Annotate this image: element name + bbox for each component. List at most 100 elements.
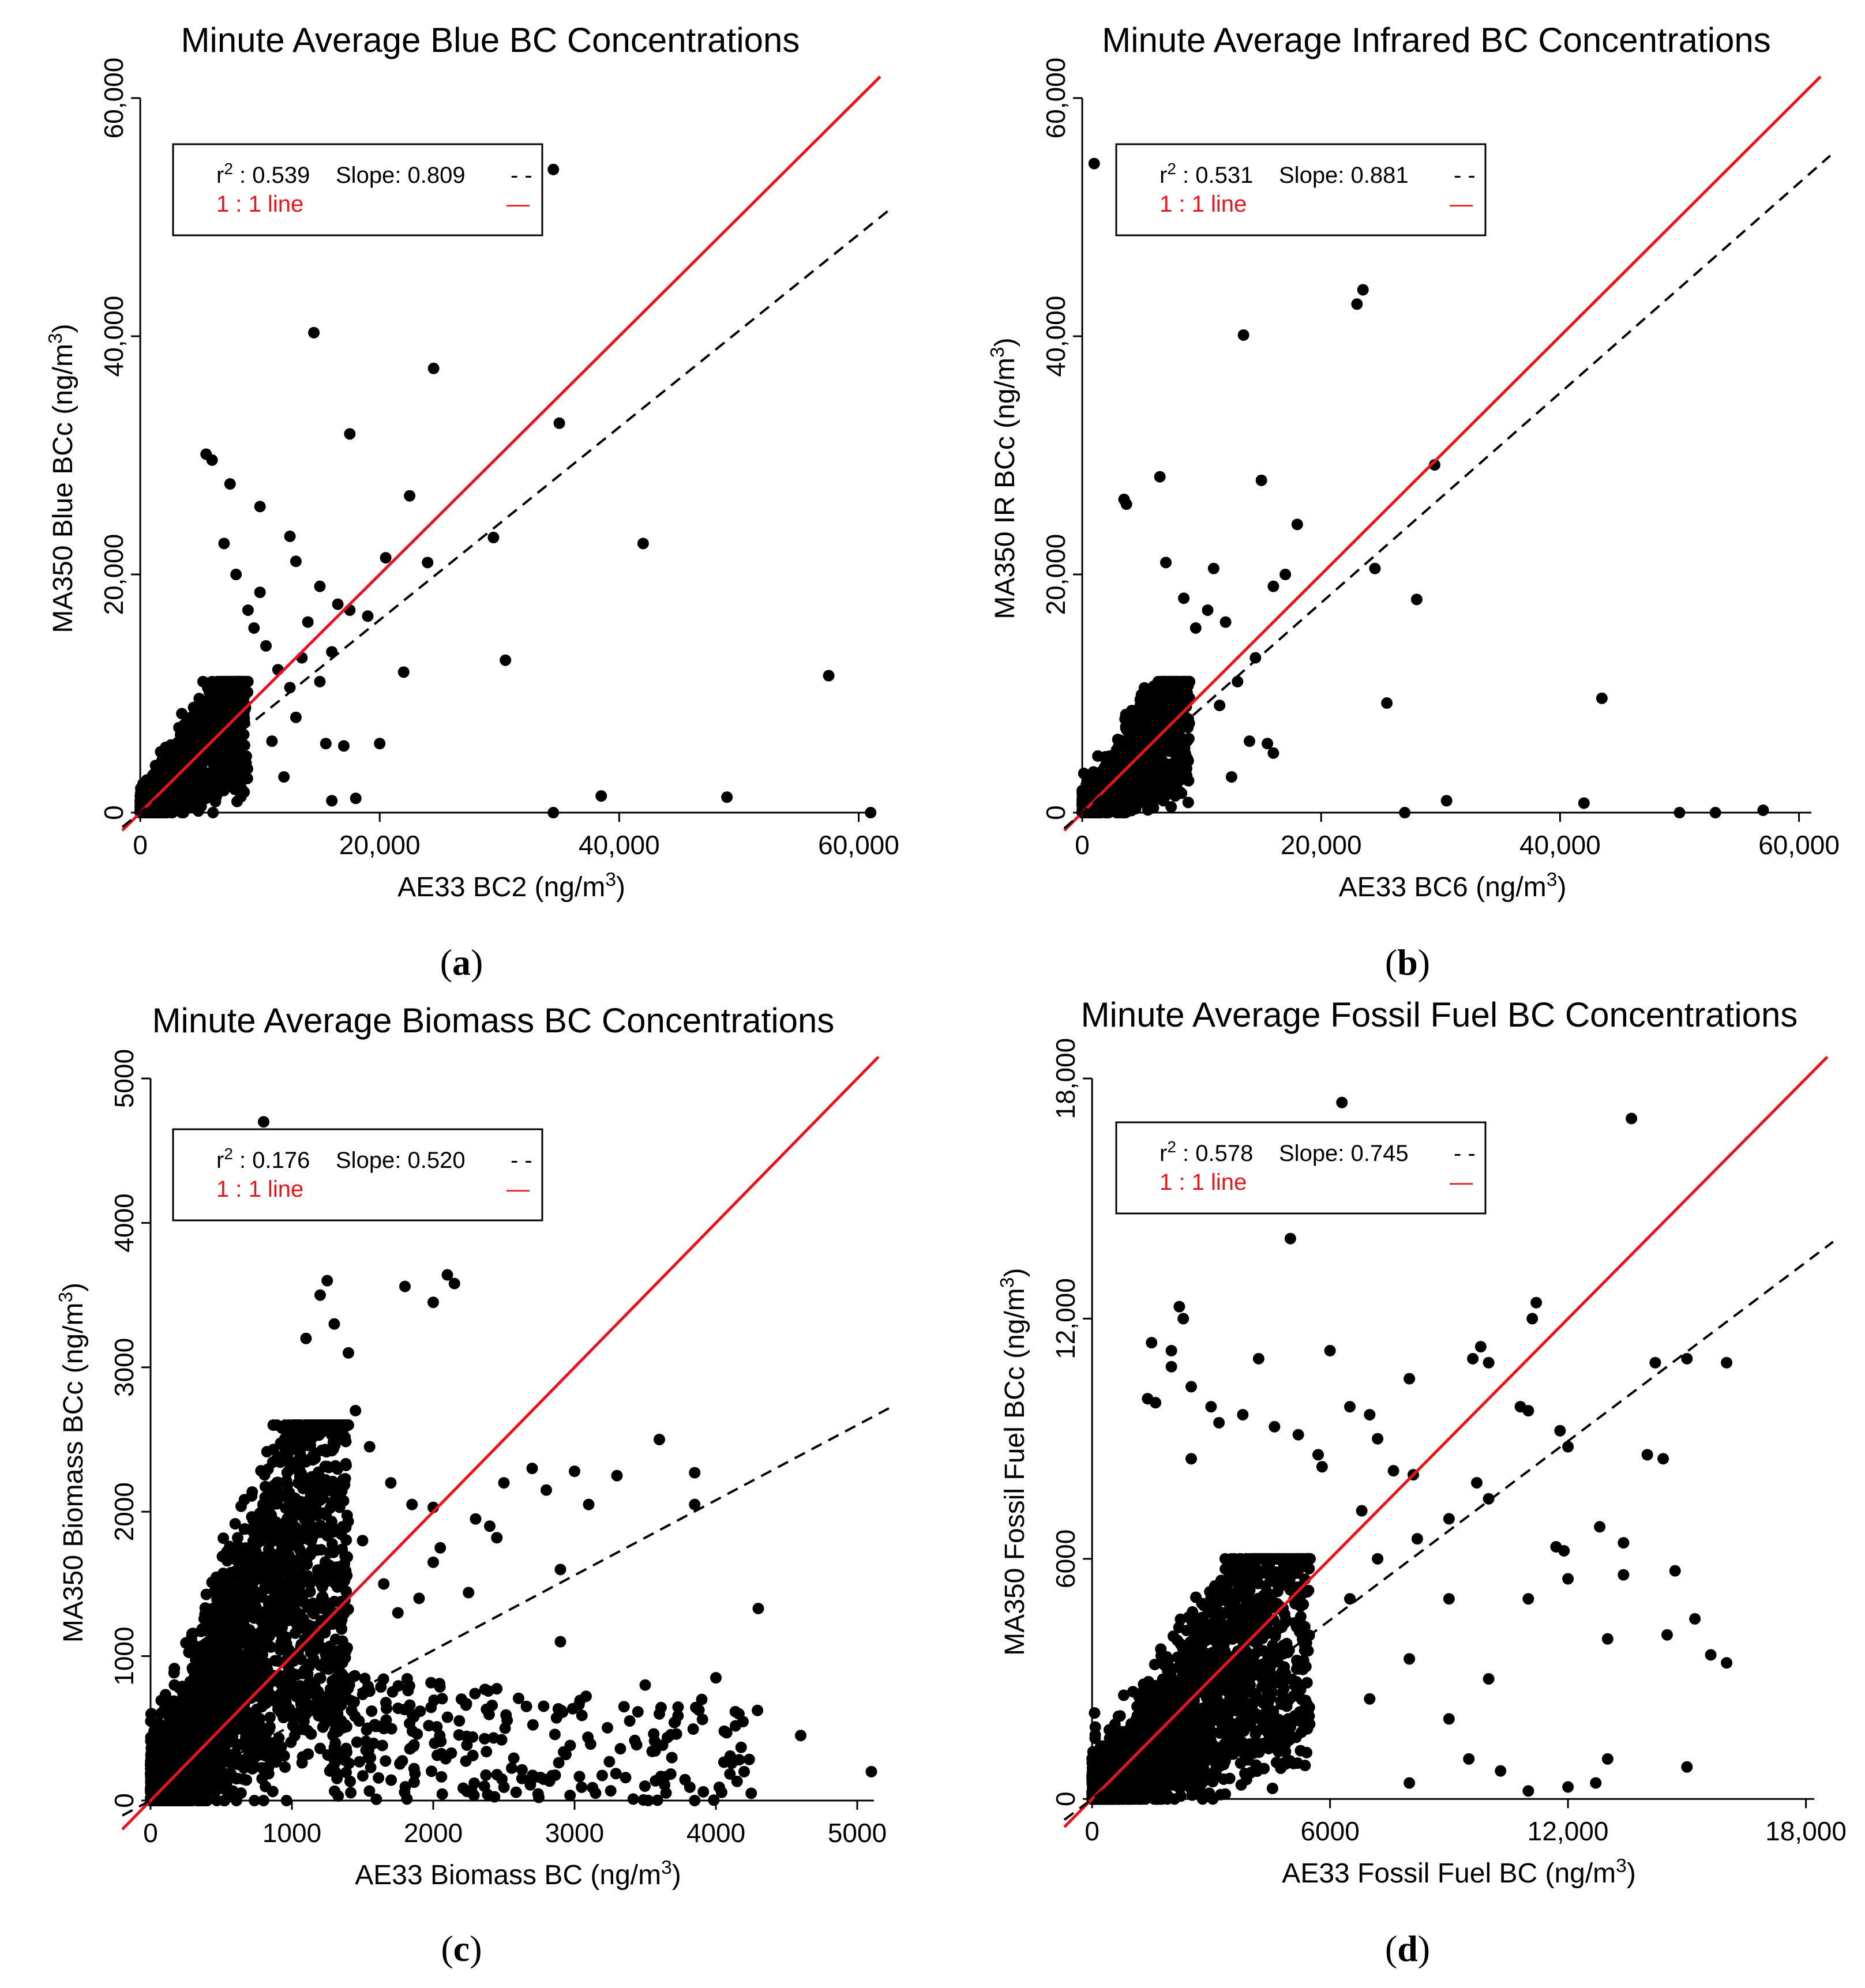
data-point [547, 807, 560, 819]
data-point [865, 807, 877, 819]
data-point [200, 448, 212, 460]
data-point [229, 1518, 241, 1530]
chart-title: Minute Average Biomass BC Concentrations [152, 1001, 835, 1040]
data-point [1182, 796, 1194, 809]
data-point [190, 717, 202, 729]
data-point [1184, 675, 1196, 687]
data-point [1219, 616, 1232, 628]
data-point [1154, 471, 1166, 483]
data-point [207, 806, 219, 818]
x-tick-label: 60,000 [818, 830, 899, 860]
data-point [249, 1794, 261, 1806]
data-point [1179, 742, 1191, 754]
data-point [1172, 683, 1184, 696]
y-tick-label: 3000 [109, 1338, 139, 1397]
data-point [308, 326, 320, 339]
data-point [204, 703, 216, 715]
data-point [1189, 622, 1202, 634]
legend-box [172, 143, 543, 236]
data-point [327, 1475, 339, 1487]
data-point [1178, 592, 1190, 604]
chart-title: Minute Average Infrared BC Concentration… [1102, 21, 1771, 59]
data-point [192, 767, 204, 779]
data-point [1161, 765, 1173, 777]
data-point [200, 792, 212, 805]
identity-line [121, 76, 881, 832]
legend-identity-symbol: — [506, 191, 530, 217]
data-point [276, 1622, 288, 1634]
data-point [1088, 157, 1100, 170]
y-tick-label: 4000 [109, 1193, 139, 1252]
data-point [317, 1591, 329, 1603]
data-point [326, 795, 338, 807]
legend: r2 : 0.531 Slope: 0.881- -1 : 1 line — [1115, 143, 1487, 236]
data-point [260, 640, 272, 652]
data-point [203, 730, 215, 742]
data-point [156, 764, 168, 776]
x-tick-label: 2000 [404, 1818, 463, 1848]
data-point [1381, 697, 1393, 709]
data-point [1357, 284, 1369, 296]
panel-caption: (a) [440, 942, 483, 983]
data-point [141, 786, 153, 798]
data-point [220, 758, 232, 771]
data-point [230, 569, 242, 581]
data-point [254, 501, 266, 513]
legend-fit-symbol: - - [511, 163, 532, 188]
legend-slope: Slope: 0.881 [1279, 163, 1409, 188]
data-point [1117, 788, 1129, 801]
data-point [219, 700, 231, 712]
data-point [254, 586, 266, 598]
data-point [1255, 474, 1267, 486]
legend-identity-label: 1 : 1 line [1159, 191, 1247, 217]
data-point [1147, 802, 1159, 814]
data-point [272, 1530, 284, 1542]
y-tick-label: 2000 [109, 1482, 139, 1541]
y-tick-label: 1000 [109, 1626, 139, 1685]
data-point [1164, 743, 1176, 756]
data-point [1165, 801, 1177, 813]
x-tick-label: 1000 [262, 1818, 321, 1848]
data-point [1160, 557, 1172, 569]
data-point [262, 1543, 275, 1555]
data-point [193, 698, 205, 711]
data-point [218, 538, 230, 550]
data-point [1369, 562, 1381, 574]
data-point [1158, 677, 1170, 689]
data-point [1291, 518, 1303, 531]
data-point [1351, 298, 1363, 310]
data-point [1178, 695, 1190, 707]
y-tick-label: 0 [109, 1793, 139, 1808]
data-point [238, 675, 250, 687]
data-point [1399, 807, 1411, 819]
y-tick-label: 20,000 [99, 534, 129, 615]
data-point [1225, 771, 1237, 783]
data-point [1128, 713, 1140, 726]
data-point [1243, 735, 1255, 747]
data-point [193, 735, 205, 747]
data-point [209, 795, 222, 807]
data-point [374, 738, 386, 750]
data-point [159, 747, 171, 759]
x-tick-label: 20,000 [1281, 830, 1362, 860]
panel-caption: (b) [1385, 942, 1430, 983]
data-point [721, 791, 733, 803]
data-point [823, 670, 835, 682]
x-axis-label: AE33 BC2 (ng/m3) [397, 869, 625, 903]
data-point [314, 580, 326, 592]
scatter-points [145, 1116, 877, 1806]
data-point [192, 805, 204, 817]
data-point [170, 787, 182, 799]
data-point [266, 735, 278, 747]
data-point [341, 1509, 353, 1521]
legend-slope: Slope: 0.809 [336, 163, 466, 188]
x-tick-label: 5000 [828, 1818, 887, 1848]
y-tick-label: 0 [99, 805, 129, 820]
panel-b: Minute Average Infrared BC Concentration… [987, 21, 1840, 983]
data-point [278, 771, 290, 783]
data-point [1100, 791, 1112, 803]
data-point [316, 1641, 328, 1653]
data-point [301, 1666, 313, 1678]
data-point [1106, 766, 1119, 779]
